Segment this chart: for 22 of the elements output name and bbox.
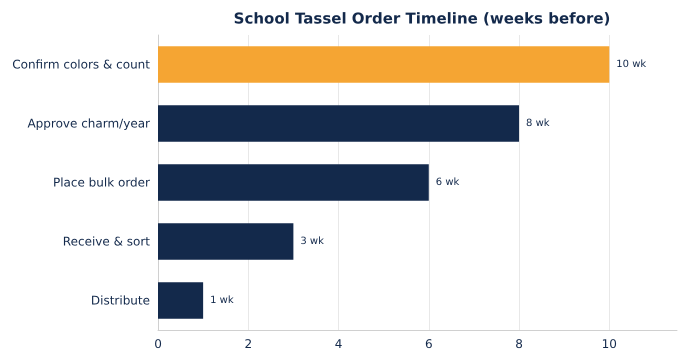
x-tick-label: 6 [424,337,433,351]
bar [158,164,429,201]
y-tick-label: Receive & sort [62,234,150,248]
x-tick-label: 4 [334,337,342,351]
y-tick-label: Distribute [90,294,150,308]
x-tick-label: 8 [515,337,523,351]
y-tick-label: Approve charm/year [27,116,150,130]
data-label: 3 wk [300,236,324,247]
x-tick-label: 2 [244,337,252,351]
data-label: 6 wk [436,177,460,188]
y-tick-label: Confirm colors & count [12,58,150,72]
x-tick-label: 10 [602,337,617,351]
y-tick-label: Place bulk order [52,176,150,190]
bar [158,105,520,142]
bar [158,46,610,83]
x-tick-label: 0 [154,337,162,351]
chart-title: School Tassel Order Timeline (weeks before) [234,10,610,28]
data-label: 8 wk [526,118,550,129]
data-label: 10 wk [616,59,646,70]
bar [158,223,294,260]
data-label: 1 wk [210,295,234,306]
bar [158,282,204,319]
